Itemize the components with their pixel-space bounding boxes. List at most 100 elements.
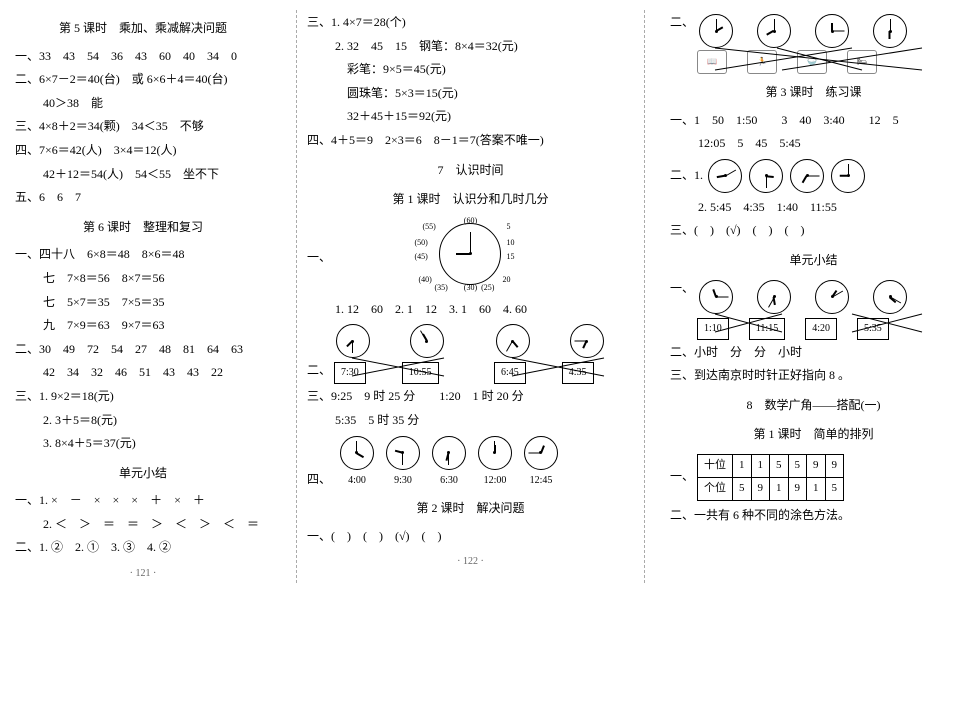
time-box: 4:20 <box>805 318 837 340</box>
clock-icon <box>524 436 558 470</box>
num-55: (55) <box>422 220 435 234</box>
column-3: 二、 📖 🏃 🍚 <box>665 10 962 583</box>
clock-icon <box>432 436 466 470</box>
num-20: 20 <box>502 273 510 287</box>
c2-l4: 四、4＋5＝9 2×3＝6 8－1＝7(答案不唯一) <box>307 130 634 152</box>
c1-p2a: 二、30 49 72 54 27 48 81 64 63 <box>15 339 271 361</box>
lesson5-title: 第 5 课时 乘加、乘减解决问题 <box>15 18 271 40</box>
clock-time-label: 9:30 <box>384 472 422 490</box>
clock-time-label: 6:30 <box>430 472 468 490</box>
time-box: 1:10 <box>697 318 729 340</box>
clock-icon <box>708 159 742 193</box>
c2-l3-2c: 圆珠笔：5×3＝15(元) <box>307 83 634 105</box>
time-box: 5:35 <box>857 318 889 340</box>
clock-icon <box>790 159 824 193</box>
c3-l1a: 一、1 50 1:50 3 40 3:40 12 5 <box>670 110 957 132</box>
c3-us3: 三、到达南京时时针正好指向 8 。 <box>670 365 957 387</box>
cell: 5 <box>788 454 807 477</box>
clock-icon <box>815 280 849 314</box>
cell: 5 <box>825 477 844 500</box>
num-45: (45) <box>414 250 427 264</box>
c1-l2a: 二、6×7－2＝40(台) 或 6×6＋4＝40(台) <box>15 69 271 91</box>
c3-lesson1-title: 第 1 课时 简单的排列 <box>670 424 957 446</box>
column-2: 三、1. 4×7＝28(个) 2. 32 45 15 钢笔：8×4＝32(元) … <box>296 10 645 583</box>
c3-table-row: 一、 十位 1 1 5 5 9 9 个位 5 9 1 9 1 <box>670 452 957 503</box>
c1-p1b: 七 7×8＝56 8×7＝56 <box>15 268 271 290</box>
c2-lesson2-title: 第 2 课时 解决问题 <box>307 498 634 520</box>
c2-l1: 一、( ) ( ) (√) ( ) <box>307 526 634 548</box>
num-35: (35) <box>434 281 447 295</box>
c1-p1c: 七 5×7＝35 7×5＝35 <box>15 292 271 314</box>
clock-with-label: 9:30 <box>384 434 422 490</box>
footer-2: · 122 · <box>307 553 634 571</box>
num-30: (30) <box>464 281 477 295</box>
big-clock-icon: (60) 5 10 15 20 (25) (30) (35) (40) (45)… <box>439 223 501 285</box>
c2-q3b: 5:35 5 时 35 分 <box>307 410 634 432</box>
cell: 9 <box>788 477 807 500</box>
unit-sum-1: 单元小结 <box>15 463 271 485</box>
table-row: 个位 5 9 1 9 1 5 <box>698 477 844 500</box>
time-box: 11:15 <box>749 318 785 340</box>
num-10: 10 <box>506 236 514 250</box>
cell: 9 <box>825 454 844 477</box>
clock-with-label: 4:00 <box>338 434 376 490</box>
c3-l3: 三、( ) (√) ( ) ( ) <box>670 220 957 242</box>
num-15: 15 <box>506 250 514 264</box>
num-25: (25) <box>481 281 494 295</box>
activity-icon: 🛏 <box>847 50 877 74</box>
c1-l3: 三、4×8＋2＝34(颗) 34＜35 不够 <box>15 116 271 138</box>
c2-q2-row: 二、 7:30 10:55 6:45 4:35 <box>307 322 634 384</box>
c1-l5: 五、6 6 7 <box>15 187 271 209</box>
c2-q1-bigclock: 一、 (60) 5 10 15 20 (25) (30) (35) (40) (… <box>307 217 634 297</box>
c2-l3-2a: 2. 32 45 15 钢笔：8×4＝32(元) <box>307 36 634 58</box>
table-row: 十位 1 1 5 5 9 9 <box>698 454 844 477</box>
clock-icon <box>815 14 849 48</box>
cell: 1 <box>751 454 770 477</box>
clock-with-label: 12:00 <box>476 434 514 490</box>
cross-diagram-2: 6:45 4:35 <box>494 322 634 384</box>
c2-l3-2d: 32＋45＋15＝92(元) <box>307 106 634 128</box>
label-er: 二、 <box>670 15 694 29</box>
clock-time-label: 4:00 <box>338 472 376 490</box>
c1-p3a: 三、1. 9×2＝18(元) <box>15 386 271 408</box>
c1-u2: 二、1. ② 2. ① 3. ③ 4. ② <box>15 537 271 559</box>
c3-l2-2: 2. 5:45 4:35 1:40 11:55 <box>670 197 957 219</box>
clock-with-label: 6:30 <box>430 434 468 490</box>
c1-p2b: 42 34 32 46 51 43 43 22 <box>15 362 271 384</box>
num-40: (40) <box>418 273 431 287</box>
c2-q4-row: 四、 4:00 9:30 6:30 12:00 12:45 <box>307 434 634 491</box>
time-box: 7:30 <box>334 362 366 384</box>
clock-time-label: 12:45 <box>522 472 560 490</box>
clock-icon <box>496 324 530 358</box>
c2-l3-2b: 彩笔：9×5＝45(元) <box>307 59 634 81</box>
cross-diagram-4: 1:10 11:15 4:20 5:35 <box>697 278 957 340</box>
column-1: 第 5 课时 乘加、乘减解决问题 一、33 43 54 36 43 60 40 … <box>10 10 276 583</box>
cell: 5 <box>770 454 789 477</box>
c1-l2b: 40＞38 能 <box>15 93 271 115</box>
label-si: 四、 <box>307 472 331 486</box>
c3-l2-1-row: 二、1. <box>670 157 957 195</box>
clock-icon <box>570 324 604 358</box>
clock-icon <box>831 159 865 193</box>
c3-lesson3-title: 第 3 课时 练习课 <box>670 82 957 104</box>
num-50: (50) <box>414 236 427 250</box>
clock-with-label: 12:45 <box>522 434 560 490</box>
clock-icon <box>873 14 907 48</box>
label-er1: 二、1. <box>670 168 703 182</box>
c2-l3-1: 三、1. 4×7＝28(个) <box>307 12 634 34</box>
c3-us2: 二、小时 分 分 小时 <box>670 342 957 364</box>
c2-q3a: 三、9:25 9 时 25 分 1:20 1 时 20 分 <box>307 386 634 408</box>
c3-l1b: 12:05 5 45 5:45 <box>670 133 957 155</box>
arrangement-table: 十位 1 1 5 5 9 9 个位 5 9 1 9 1 5 <box>697 454 844 501</box>
unit7-title: 7 认识时间 <box>307 160 634 182</box>
footer-1: · 121 · <box>15 565 271 583</box>
num-5: 5 <box>506 220 510 234</box>
c3-l2b: 二、一共有 6 种不同的涂色方法。 <box>670 505 957 527</box>
label-yi-tbl: 一、 <box>670 469 694 483</box>
lesson6-title: 第 6 课时 整理和复习 <box>15 217 271 239</box>
activity-icon: 🍚 <box>797 50 827 74</box>
clock-icon <box>340 436 374 470</box>
cell: 1 <box>770 477 789 500</box>
clock-icon <box>410 324 444 358</box>
clock-time-label: 12:00 <box>476 472 514 490</box>
